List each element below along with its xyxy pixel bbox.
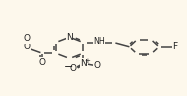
- Text: +: +: [85, 58, 90, 64]
- Text: N: N: [81, 58, 87, 67]
- Text: F: F: [172, 42, 177, 51]
- Text: O: O: [94, 61, 101, 70]
- Text: O: O: [24, 34, 31, 43]
- Text: O: O: [38, 58, 45, 67]
- Text: NH: NH: [93, 37, 105, 46]
- Text: O: O: [69, 65, 76, 73]
- Text: −: −: [64, 62, 74, 72]
- Text: O: O: [24, 42, 31, 51]
- Text: N: N: [66, 33, 73, 42]
